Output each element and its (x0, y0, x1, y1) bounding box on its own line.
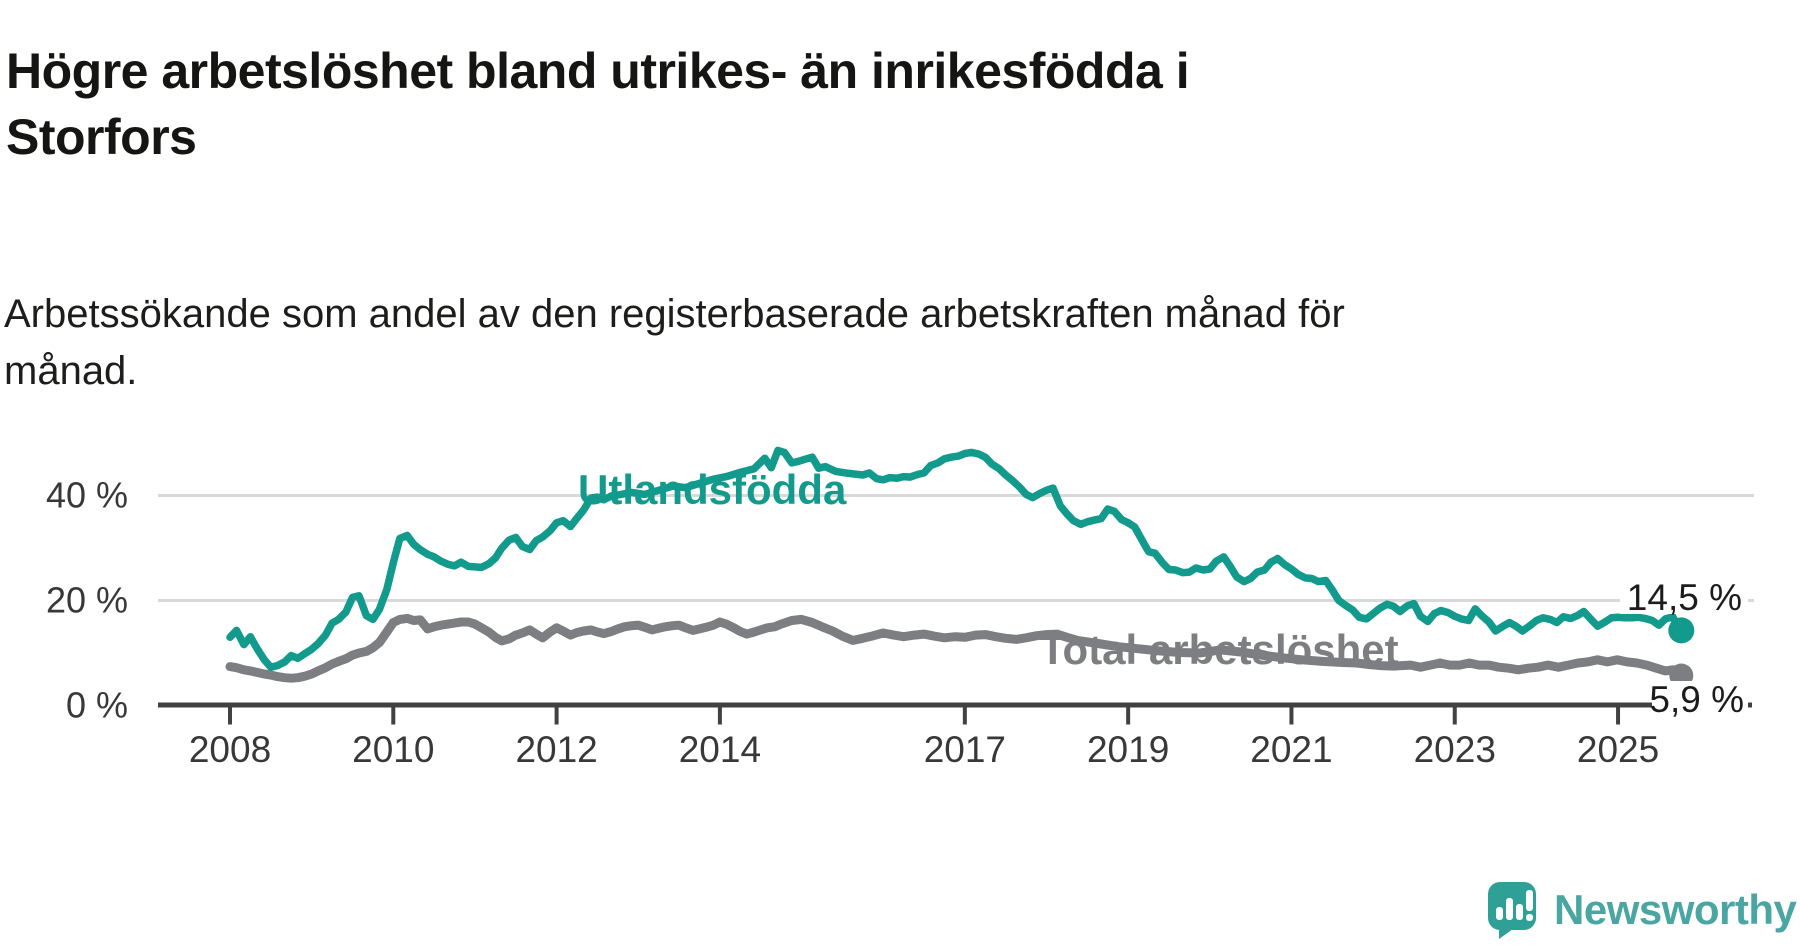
x-tick-label: 2010 (352, 729, 434, 770)
x-tick-label: 2014 (679, 729, 761, 770)
end-value-label-utlandsfodda: 14,5 % (1627, 577, 1742, 618)
newsworthy-logo-text: Newsworthy (1554, 886, 1797, 933)
end-label-backing (1620, 577, 1748, 614)
chart-subtitle: Arbetssökande som andel av den registerb… (4, 286, 1345, 400)
end-label-backing (1652, 681, 1748, 715)
page-title: Högre arbetslöshet bland utrikes- än inr… (6, 38, 1190, 170)
subtitle-line-2: månad. (4, 349, 138, 393)
x-axis-labels: 2008 2010 2012 2014 2017 2019 2021 2023 2025 (189, 729, 1659, 770)
subtitle-line-1: Arbetssökande som andel av den registerb… (4, 292, 1345, 336)
x-tick-label: 2025 (1577, 729, 1659, 770)
newsworthy-bubble-chart-icon (1488, 882, 1536, 939)
line-total (225, 613, 1684, 683)
title-line-1: Högre arbetslöshet bland utrikes- än inr… (6, 42, 1190, 99)
series-label-utlandsfodda: Utlandsfödda (578, 466, 847, 513)
series-annotations: Utlandsfödda 14,5 % Total arbetslöshet 5,9 … (578, 466, 1748, 720)
title-line-2: Storfors (6, 108, 197, 165)
series-label-total: Total arbetslöshet (1040, 626, 1399, 673)
end-value-label-total: 5,9 % (1649, 679, 1744, 720)
newsworthy-logo: Newsworthy (1486, 880, 1797, 940)
x-tick-label: 2019 (1087, 729, 1169, 770)
x-axis (158, 702, 1752, 725)
data-series (225, 446, 1695, 688)
y-axis-labels: 0 % 20 % 40 % (46, 475, 128, 726)
y-tick-label: 40 % (46, 475, 128, 516)
line-utlandsfodda (226, 446, 1684, 671)
x-tick-label: 2012 (515, 729, 597, 770)
end-dot-utlandsfodda (1668, 617, 1695, 644)
x-tick-label: 2008 (189, 729, 271, 770)
gridlines (158, 494, 1754, 602)
y-tick-label: 0 % (66, 685, 128, 726)
y-tick-label: 20 % (46, 580, 128, 621)
x-tick-label: 2021 (1250, 729, 1332, 770)
x-tick-label: 2023 (1414, 729, 1496, 770)
x-tick-label: 2017 (924, 729, 1006, 770)
